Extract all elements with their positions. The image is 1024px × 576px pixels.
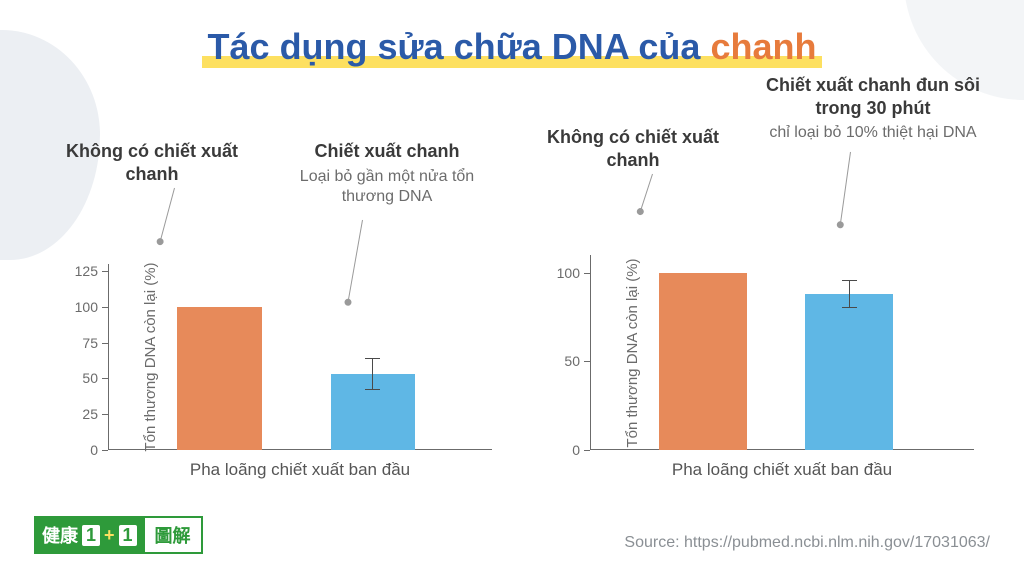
y-tick-label: 0 (572, 442, 590, 458)
logo-left-panel: 健康 1 + 1 (34, 516, 145, 554)
logo-box: 1 (119, 525, 137, 546)
y-tick-label: 25 (82, 406, 108, 422)
annotation-right-b: Chiết xuất chanh đun sôi trong 30 phút c… (748, 74, 998, 143)
chart-right: Không có chiết xuất chanh Chiết xuất cha… (522, 92, 984, 506)
y-tick-label: 50 (82, 370, 108, 386)
y-tick-label: 0 (90, 442, 108, 458)
source-citation: Source: https://pubmed.ncbi.nlm.nih.gov/… (624, 534, 990, 552)
logo-box: 1 (82, 525, 100, 546)
annotation-title: Chiết xuất chanh đun sôi trong 30 phút (748, 74, 998, 119)
chart-left: Không có chiết xuất chanh Chiết xuất cha… (40, 92, 502, 506)
y-axis (108, 264, 109, 450)
logo-right-panel: 圖解 (145, 516, 203, 554)
charts-row: Không có chiết xuất chanh Chiết xuất cha… (40, 92, 984, 506)
error-bar (849, 280, 850, 308)
chart-bar (177, 307, 261, 450)
annotation-right-a: Không có chiết xuất chanh (528, 126, 738, 171)
y-axis (590, 255, 591, 450)
annotation-subtitle: Loại bỏ gần một nửa tổn thương DNA (272, 167, 502, 207)
title-accent: chanh (710, 26, 816, 67)
page: Tác dụng sửa chữa DNA của chanh Không có… (0, 0, 1024, 576)
chart-plot-area: Tổn thương DNA còn lại (%) Pha loãng chi… (108, 264, 492, 450)
annotation-left-b: Chiết xuất chanh Loại bỏ gần một nửa tổn… (272, 140, 502, 207)
annotation-left-a: Không có chiết xuất chanh (52, 140, 252, 185)
chart-plot-area: Tổn thương DNA còn lại (%) Pha loãng chi… (590, 255, 974, 450)
logo-text: 圖解 (155, 522, 191, 548)
annotation-subtitle: chỉ loại bỏ 10% thiệt hại DNA (748, 123, 998, 143)
pointer-line (840, 152, 851, 225)
chart-bar (659, 273, 747, 450)
y-tick-label: 100 (557, 265, 590, 281)
y-axis-label: Tổn thương DNA còn lại (%) (624, 258, 641, 447)
title-container: Tác dụng sửa chữa DNA của chanh (0, 26, 1024, 70)
title-main: Tác dụng sửa chữa DNA của (208, 26, 711, 67)
page-title: Tác dụng sửa chữa DNA của chanh (202, 26, 823, 70)
y-tick-label: 125 (75, 263, 108, 279)
pointer-line (160, 188, 175, 242)
logo-text: 健康 (42, 522, 78, 548)
x-axis-label: Pha loãng chiết xuất ban đầu (108, 450, 492, 480)
y-tick-label: 75 (82, 335, 108, 351)
y-tick-label: 100 (75, 299, 108, 315)
pointer-line (640, 174, 653, 212)
x-axis-label: Pha loãng chiết xuất ban đầu (590, 450, 974, 480)
annotation-title: Không có chiết xuất chanh (528, 126, 738, 171)
error-bar (372, 358, 373, 389)
annotation-title: Không có chiết xuất chanh (52, 140, 252, 185)
logo-plus: + (104, 525, 115, 546)
y-axis-label: Tổn thương DNA còn lại (%) (142, 262, 159, 451)
brand-logo: 健康 1 + 1 圖解 (34, 516, 203, 554)
annotation-title: Chiết xuất chanh (272, 140, 502, 163)
chart-bar (805, 294, 893, 450)
y-tick-label: 50 (564, 353, 590, 369)
